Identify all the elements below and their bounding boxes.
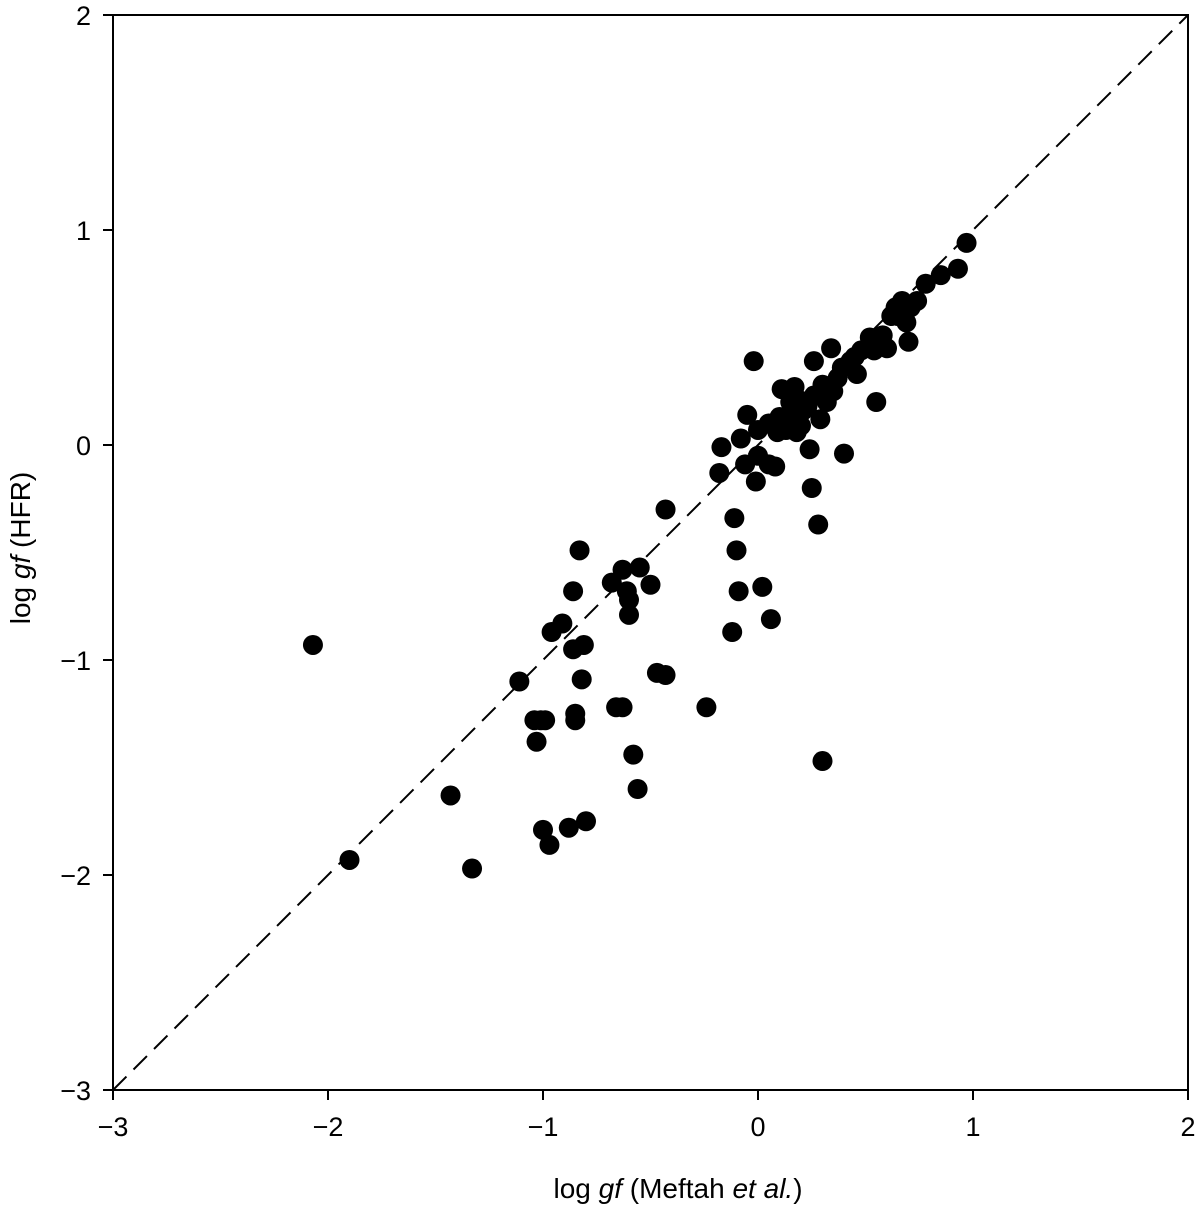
data-point: [896, 312, 917, 333]
data-point: [709, 462, 730, 483]
x-tick-label: −2: [313, 1112, 344, 1142]
data-point: [539, 834, 560, 855]
data-point: [619, 604, 639, 625]
data-point: [655, 665, 676, 686]
data-point: [612, 697, 633, 718]
data-point: [956, 232, 977, 253]
data-point: [462, 858, 483, 879]
x-tick-label: 2: [1180, 1112, 1195, 1142]
data-point: [730, 428, 751, 449]
data-point: [509, 671, 530, 692]
y-axis-title: log gf (HFR): [5, 472, 36, 625]
data-point: [623, 744, 644, 765]
data-point: [803, 351, 824, 372]
axis-ticks: [103, 14, 1189, 1100]
data-point: [745, 471, 766, 492]
data-point: [629, 557, 650, 578]
x-tick-label: 0: [750, 1112, 765, 1142]
data-point: [696, 697, 717, 718]
data-point: [760, 609, 781, 630]
data-point: [722, 622, 743, 643]
data-point: [898, 331, 919, 352]
axis-tick-labels: −3 −2 −1 0 1 2 −3 −2 −1 0 1 2: [60, 1, 1195, 1142]
data-point: [640, 574, 661, 595]
data-point: [612, 559, 633, 580]
data-point: [810, 409, 831, 430]
data-point: [558, 817, 579, 838]
y-tick-label: −3: [60, 1076, 91, 1106]
data-point: [866, 392, 887, 412]
data-point: [339, 849, 360, 870]
data-point: [752, 576, 773, 597]
plot-frame: [112, 14, 1189, 1091]
data-point: [877, 338, 897, 359]
data-point: [728, 581, 749, 602]
identity-reference-line: [112, 14, 1189, 1091]
data-point: [791, 415, 811, 436]
data-point: [799, 439, 820, 460]
data-point: [655, 499, 676, 520]
data-point: [569, 540, 590, 561]
y-tick-label: 2: [76, 1, 91, 31]
data-point: [440, 785, 461, 806]
data-point: [915, 273, 936, 294]
data-point: [526, 731, 547, 752]
x-tick-label: 1: [965, 1112, 980, 1142]
data-point: [743, 351, 764, 372]
data-point: [737, 404, 758, 425]
data-point: [627, 779, 648, 799]
data-point: [565, 710, 586, 731]
data-point: [846, 364, 867, 385]
data-points: [302, 232, 977, 879]
data-point: [726, 540, 747, 561]
data-point: [930, 265, 951, 286]
data-point: [765, 456, 786, 477]
y-tick-label: 0: [76, 431, 91, 461]
data-point: [302, 634, 323, 655]
data-point: [711, 437, 732, 458]
data-point: [563, 581, 584, 602]
data-point: [576, 811, 596, 832]
data-point: [812, 751, 833, 772]
data-point: [571, 669, 592, 690]
x-tick-label: −3: [98, 1112, 129, 1142]
y-tick-label: −1: [60, 646, 91, 676]
y-tick-label: −2: [60, 861, 91, 891]
data-point: [552, 613, 573, 634]
data-point: [619, 589, 639, 610]
data-point: [801, 478, 822, 498]
data-point: [535, 710, 556, 731]
x-tick-label: −1: [528, 1112, 559, 1142]
data-point: [808, 514, 829, 535]
data-point: [821, 338, 842, 359]
data-point: [573, 634, 594, 655]
data-point: [907, 290, 928, 311]
x-axis-title: log gf (Meftah et al.): [553, 1173, 802, 1204]
data-point: [533, 819, 553, 840]
y-tick-label: 1: [76, 216, 91, 246]
data-point: [947, 258, 968, 279]
data-point: [724, 508, 745, 529]
data-point: [834, 443, 854, 464]
